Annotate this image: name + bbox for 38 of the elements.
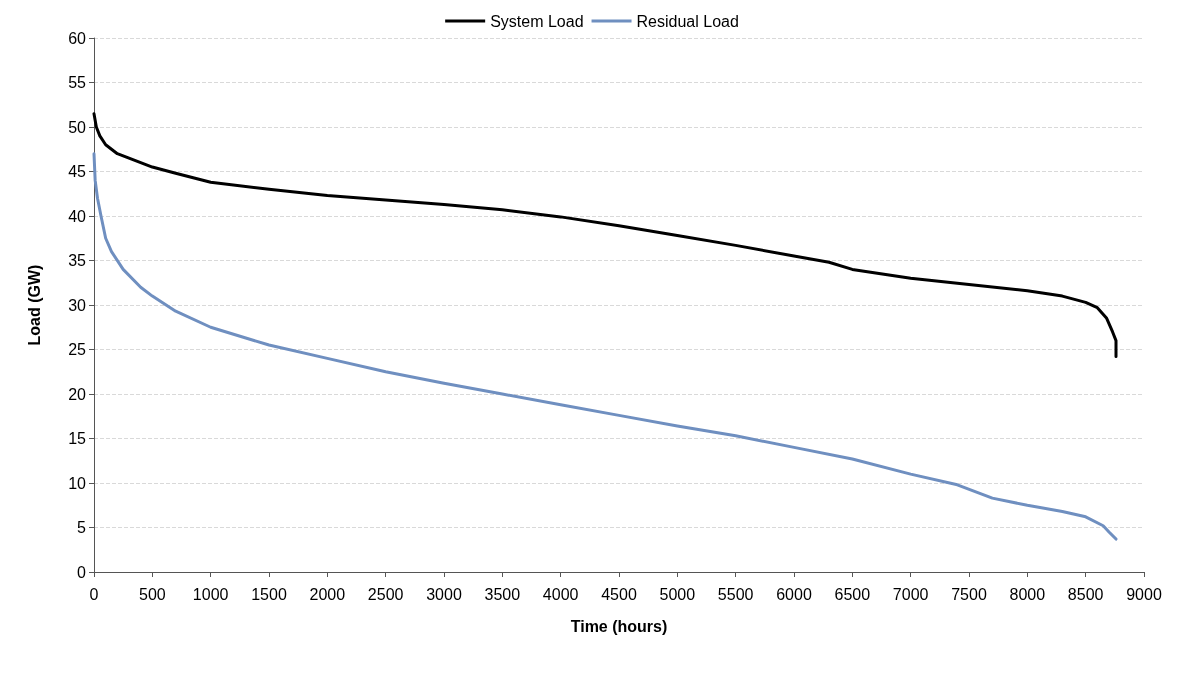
x-tick-label: 6000: [776, 585, 812, 603]
legend-label: System Load: [490, 12, 584, 30]
y-tick-label: 60: [68, 29, 87, 47]
line-series: [92, 112, 1118, 359]
x-tick-label: 1000: [192, 585, 229, 603]
x-tick-label: 6500: [834, 585, 871, 603]
y-tick-label: 50: [68, 118, 87, 136]
x-tick-label: 8000: [1009, 585, 1046, 603]
x-tick-label: 2500: [367, 585, 404, 603]
y-tick-label: 30: [68, 296, 87, 314]
x-tick-label: 4000: [542, 585, 579, 603]
x-tick-label: 2000: [309, 585, 346, 603]
x-tick-label: 3000: [426, 585, 462, 603]
x-tick-label: 7000: [892, 585, 929, 603]
x-tick-label: 3500: [484, 585, 521, 603]
x-tick-label: 7500: [951, 585, 987, 603]
y-tick-label: 15: [68, 430, 87, 447]
y-axis-title: Load (GW): [25, 264, 43, 346]
y-tick-label: 45: [68, 163, 87, 180]
legend-label: Residual Load: [636, 12, 739, 30]
x-tick-label: 5000: [659, 585, 696, 603]
x-axis-title: Time (hours): [570, 617, 668, 635]
x-tick-label: 0: [89, 585, 99, 603]
y-tick-label: 55: [68, 74, 87, 91]
x-tick-label: 4500: [601, 585, 637, 603]
y-tick-label: 10: [68, 474, 87, 492]
x-tick-label: 1500: [251, 585, 287, 603]
y-tick-label: 25: [68, 341, 87, 358]
x-tick-label: 8500: [1067, 585, 1104, 603]
x-tick-label: 500: [138, 585, 166, 603]
line-series: [92, 152, 1118, 541]
y-tick-label: 5: [77, 519, 87, 536]
x-tick-label: 5500: [717, 585, 754, 603]
y-tick-label: 0: [77, 563, 87, 581]
y-tick-label: 20: [68, 385, 87, 403]
x-tick-label: 9000: [1126, 585, 1162, 603]
y-tick-label: 35: [68, 252, 87, 269]
y-tick-label: 40: [68, 207, 87, 225]
